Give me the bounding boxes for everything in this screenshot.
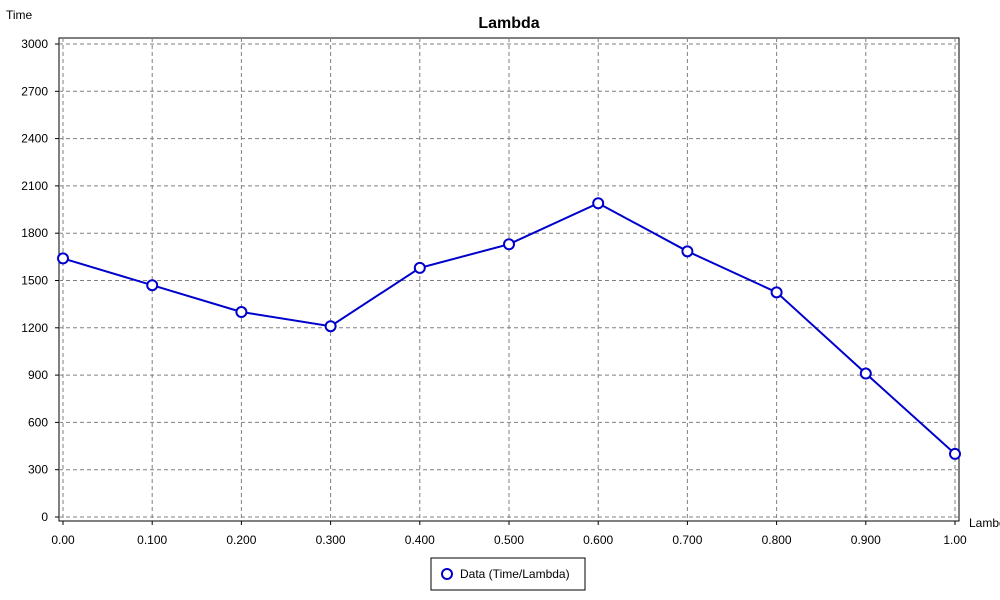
y-tick-label: 2700 [21,84,48,98]
y-tick-label: 1500 [21,274,48,288]
x-tick-label: 0.00 [51,533,75,547]
data-point [146,279,159,292]
y-tick-label: 300 [28,463,48,477]
chart-title: Lambda [478,15,539,32]
legend: Data (Time/Lambda) [430,557,586,591]
data-point [324,320,337,333]
x-tick-label: 1.00 [943,533,967,547]
data-point [949,447,961,460]
y-tick-label: 1200 [21,321,48,335]
data-point [413,261,426,274]
y-tick-label: 0 [41,510,48,524]
x-tick-label: 0.600 [583,533,613,547]
x-tick-label: 0.200 [226,533,256,547]
data-point [503,238,515,251]
y-tick-label: 2100 [21,179,48,193]
data-point [592,197,605,210]
x-tick-label: 0.400 [405,533,435,547]
grid [59,38,959,521]
x-axis-title: Lambda [969,516,1000,530]
x-tick-label: 0.100 [137,533,167,547]
data-point [235,306,248,319]
data-point [57,252,69,265]
series-data [57,197,961,460]
y-axis: 0 300 600 900 1200 1500 1800 2100 2400 2700 3000 [21,37,59,524]
x-tick-label: 0.300 [316,533,346,547]
y-tick-label: 1800 [21,226,48,240]
x-axis: 0.00 0.100 0.200 0.300 0.400 0.500 0.600 0.700 0… [51,521,967,547]
legend-marker [441,568,453,580]
x-tick-label: 0.700 [672,533,702,547]
x-tick-label: 0.800 [762,533,792,547]
y-tick-label: 600 [28,415,48,429]
x-tick-label: 0.900 [851,533,881,547]
legend-box [430,557,586,591]
legend-label: Data (Time/Lambda) [460,567,570,581]
y-tick-label: 900 [28,368,48,382]
data-point [859,367,872,380]
data-point [681,245,694,258]
y-tick-label: 3000 [21,37,48,51]
y-tick-label: 2400 [21,132,48,146]
data-point [770,286,783,299]
y-axis-title: Time [6,8,33,22]
x-tick-label: 0.500 [494,533,524,547]
